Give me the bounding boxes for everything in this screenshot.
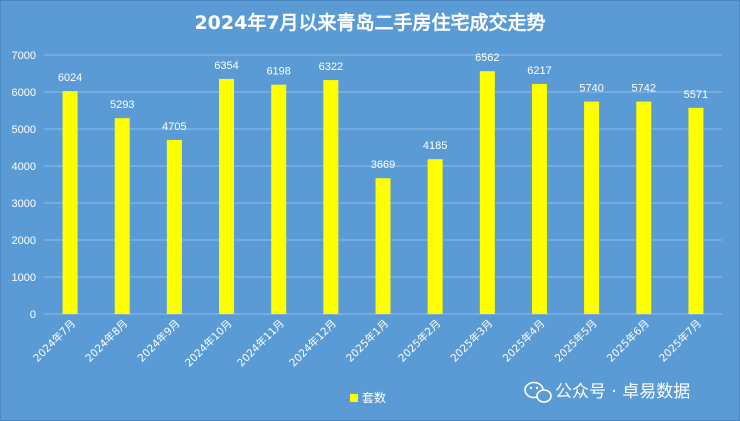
data-label: 5742 [632,83,656,95]
y-tick-label: 1000 [12,272,36,284]
bar [479,71,495,315]
bar [323,80,339,314]
data-label: 6562 [475,52,499,64]
data-label: 4705 [162,121,186,133]
data-label: 4185 [423,140,447,152]
data-label: 6322 [319,61,343,73]
data-label: 6024 [58,72,82,84]
y-tick-label: 2000 [12,235,36,247]
data-label: 5740 [579,83,603,95]
y-axis-ticks: 0 1000 2000 3000 4000 5000 6000 7000 [12,50,36,321]
bar [427,159,443,314]
bars [62,71,704,315]
bar [271,84,287,314]
data-label: 6354 [214,60,238,72]
bar [62,91,78,314]
watermark: 公众号 · 卓易数据 [524,381,690,403]
y-tick-label: 6000 [12,87,36,99]
bar [636,101,652,315]
wechat-icon [524,381,552,403]
y-tick-label: 7000 [12,50,36,62]
data-label: 5293 [110,99,134,111]
gridlines [44,54,722,315]
bar [114,118,130,314]
data-label: 5571 [684,89,708,101]
y-tick-label: 4000 [12,161,36,173]
bar [584,101,600,315]
data-label: 6198 [266,66,290,78]
legend-swatch [350,394,358,402]
bar [219,78,235,314]
legend-label: 套数 [362,390,386,405]
y-tick-label: 3000 [12,198,36,210]
y-tick-label: 0 [30,309,36,321]
legend: 套数 [350,390,386,405]
data-label: 6217 [527,65,551,77]
chart-title: 2024年7月以来青岛二手房住宅成交走势 [194,11,545,34]
bar [375,178,391,314]
y-tick-label: 5000 [12,124,36,136]
bar [531,83,547,314]
data-label: 3669 [371,159,395,171]
bar [166,139,182,314]
watermark-text: 公众号 · 卓易数据 [555,382,690,402]
data-labels: 6024 5293 4705 6354 6198 6322 3669 4185 6562 6217… [58,52,708,171]
bar [688,107,704,314]
